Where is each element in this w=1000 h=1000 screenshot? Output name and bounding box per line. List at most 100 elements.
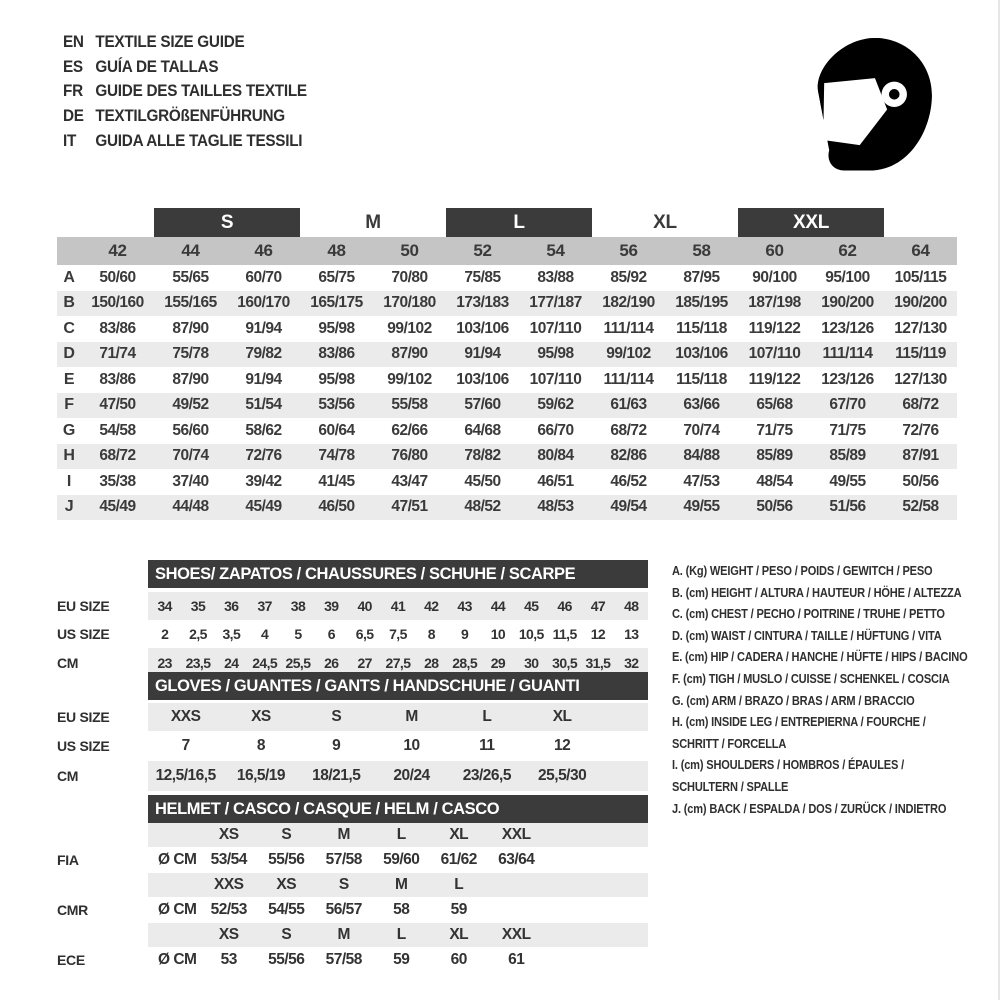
legend-item: SCHRITT / FORCELLA: [672, 735, 787, 751]
size-column-header: 56: [619, 241, 638, 260]
size-value-cell: 49/54: [610, 498, 647, 516]
size-value-cell: 42: [424, 598, 439, 614]
size-value-cell: 127/130: [894, 370, 947, 388]
values-strip: Ø CM 53/54 55/56 57/58 59/60 61/62 63/64: [148, 847, 648, 873]
size-value-cell: 25,5: [285, 655, 311, 671]
size-column-header: 62: [838, 241, 857, 260]
size-value-cell: 55/56: [268, 851, 305, 868]
helmet-size-header: XS: [218, 926, 239, 943]
size-value-cell: 36: [224, 598, 239, 614]
size-value-cell: 10: [490, 626, 506, 642]
size-value-cell: 28,5: [452, 655, 478, 671]
helmet-size-header: M: [395, 876, 408, 893]
size-column-header: 44: [181, 241, 200, 260]
helmet-table-title: HELMET / CASCO / CASQUE / HELM / CASCO: [148, 795, 648, 823]
size-value-cell: 123/126: [821, 319, 874, 337]
table-row: EU SIZE XXS XS S M L XL: [57, 703, 648, 731]
size-column-header: 42: [108, 241, 127, 260]
unit-label: Ø CM: [158, 901, 197, 918]
language-code: ES: [63, 56, 83, 76]
legend-item: B. (cm) HEIGHT / ALTURA / HAUTEUR / HÖHE…: [672, 584, 962, 600]
size-value-cell: 75/78: [172, 345, 209, 363]
legend-item: G. (cm) ARM / BRAZO / BRAS / ARM / BRACC…: [672, 692, 915, 708]
standard-label: ECE: [57, 952, 85, 968]
size-value-cell: 43: [457, 598, 472, 614]
size-value-cell: 29: [490, 655, 506, 671]
size-value-cell: 61/63: [610, 396, 647, 414]
size-value-cell: 90/100: [752, 268, 797, 286]
spacer: [148, 923, 200, 947]
gloves-rows: EU SIZE XXS XS S M L XL US SIZE 7 8 9 10 11 12 CM 12,5/…: [57, 703, 648, 791]
size-value-cell: 46: [557, 598, 572, 614]
row-label: C: [63, 319, 75, 337]
size-value-cell: 79/82: [245, 345, 282, 363]
size-value-cell: 170/180: [383, 294, 436, 312]
size-value-cell: 49/55: [683, 498, 720, 516]
size-value-cell: 10,5: [518, 626, 544, 642]
size-value-cell: 58: [393, 901, 410, 918]
helmet-size-header: L: [454, 876, 464, 893]
size-value-cell: 11,5: [552, 626, 578, 642]
size-value-cell: 35: [190, 598, 206, 614]
size-value-cell: 52/58: [902, 498, 939, 516]
legend-item: SCHULTERN / SPALLE: [672, 778, 789, 794]
size-value-cell: 27,5: [385, 655, 411, 671]
size-value-cell: 32: [624, 655, 639, 671]
size-value-cell: 59: [450, 901, 468, 918]
size-value-cell: 83/86: [318, 345, 355, 363]
size-value-cell: 91/94: [245, 370, 282, 388]
size-band-s: S: [154, 208, 300, 237]
values-strip: XXS XS S M L: [148, 873, 648, 897]
size-value-cell: 74/78: [318, 447, 355, 465]
size-value-cell: 16,5/19: [236, 767, 286, 784]
row-label: J: [64, 498, 74, 516]
size-value-cell: 91/94: [245, 319, 282, 337]
size-value-cell: 28: [424, 655, 439, 671]
gloves-table: GLOVES / GUANTES / GANTS / HANDSCHUHE / …: [57, 672, 648, 791]
size-value-cell: 44/48: [172, 498, 209, 516]
size-value-cell: 119/122: [748, 370, 801, 388]
size-value-cell: L: [482, 708, 492, 725]
values-strip: 2 2,5 3,5 4 5 6 6,5 7,5 8 9 10 10,5 11,5 12 13: [148, 620, 648, 648]
size-value-cell: 50/60: [99, 268, 136, 286]
guide-title: GUIDA ALLE TAGLIE TESSILI: [95, 130, 303, 150]
size-value-cell: 54/55: [268, 901, 305, 918]
size-column-header: 60: [765, 241, 784, 260]
row-label: EU SIZE: [57, 709, 110, 725]
size-value-cell: 107/110: [748, 345, 801, 363]
size-value-cell: 87/90: [172, 370, 209, 388]
size-value-cell: 59: [393, 951, 410, 968]
table-row: I 35/38 37/40 39/42 41/45 43/47 45/50 46/51 46/5…: [57, 469, 957, 495]
size-value-cell: 60/64: [318, 421, 355, 439]
size-value-cell: 80/84: [537, 447, 574, 465]
size-value-cell: 47/51: [391, 498, 428, 516]
size-value-cell: 85/92: [610, 268, 647, 286]
legend-item: H. (cm) INSIDE LEG / ENTREPIERNA / FOURC…: [672, 714, 926, 730]
legend-item: A. (Kg) WEIGHT / PESO / POIDS / GEWITCH …: [672, 563, 933, 578]
measurement-legend: A. (Kg) WEIGHT / PESO / POIDS / GEWITCH …: [672, 560, 978, 819]
guide-title: GUÍA DE TALLAS: [95, 56, 219, 76]
helmet-size-header: M: [337, 826, 351, 843]
helmet-size-header: [488, 873, 546, 897]
helmet-size-header: L: [396, 826, 406, 843]
table-row: US SIZE 2 2,5 3,5 4 5 6 6,5 7,5 8 9 10 10,5 11,5 12 13: [57, 620, 648, 648]
size-value-cell: 59/62: [537, 396, 574, 414]
row-label: US SIZE: [57, 738, 110, 754]
size-value-cell: 13: [624, 626, 639, 642]
row-label: I: [66, 472, 72, 490]
size-value-cell: 50/56: [902, 472, 939, 490]
row-label: CM: [57, 655, 79, 671]
legend-item: D. (cm) WAIST / CINTURA / TAILLE / HÜFTU…: [672, 627, 942, 643]
size-value-cell: 8: [427, 626, 436, 642]
size-value-cell: 185/195: [675, 294, 728, 312]
size-value-cell: 45/50: [464, 472, 501, 490]
values-strip: Ø CM 52/53 54/55 56/57 58 59: [148, 897, 648, 923]
helmet-icon: [817, 37, 932, 171]
table-row: CM 23 23,5 24 24,5 25,5 26 27 27,5 28 28,5 29 30 30,5…: [57, 648, 648, 678]
size-value-cell: 4: [261, 626, 269, 642]
size-value-cell: 30: [524, 655, 539, 671]
row-label: CM: [57, 768, 79, 784]
spacer: [57, 873, 148, 897]
size-value-cell: 46/51: [537, 472, 574, 490]
size-value-cell: 155/165: [164, 294, 217, 312]
